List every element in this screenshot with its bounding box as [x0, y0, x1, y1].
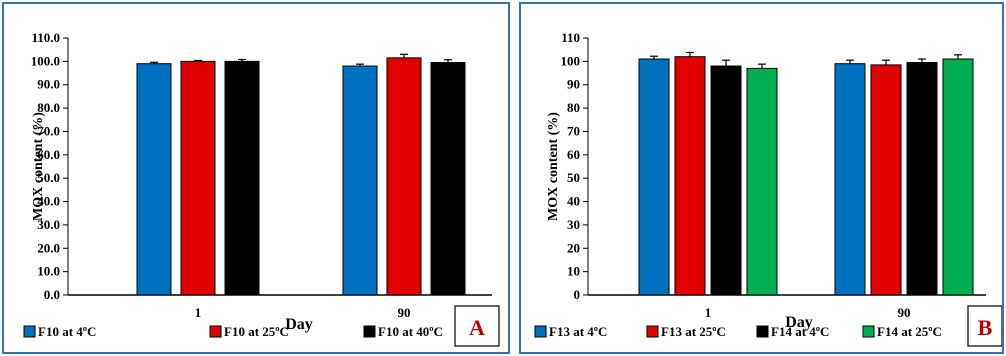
y-tick-label: 80.0 [37, 100, 60, 115]
y-tick-label: 110.0 [31, 30, 60, 45]
x-tick-label: 1 [195, 305, 202, 320]
bar-f10-at-40-c-day-1 [224, 60, 260, 296]
y-tick-label: 70 [567, 123, 580, 138]
bar-f13-at-4-c-day-90 [834, 63, 866, 296]
legend-label: F14 at 4ºC [771, 324, 829, 339]
x-axis-label: Day [785, 314, 813, 331]
y-tick-label: 60 [567, 147, 580, 162]
y-tick-label: 50 [567, 170, 580, 185]
y-axis-label: MOX content (%) [546, 112, 561, 221]
chart-panel-b: 0 10 20 30 40 50 60 70 80 90 100 110 MOX content (%)… [519, 2, 1004, 354]
x-tick-label: 90 [898, 305, 911, 320]
bar-f10-at-25-c-day-1 [180, 60, 216, 296]
y-tick-label: 50.0 [37, 170, 60, 185]
x-axis-label: Day [285, 316, 313, 333]
y-tick-label: 20.0 [37, 240, 60, 255]
y-tick-label: 110 [561, 30, 580, 45]
panel-label-box [454, 305, 500, 347]
y-tick-label: 30 [567, 217, 580, 232]
y-tick-label: 90.0 [37, 77, 60, 92]
y-tick-label: 10.0 [37, 264, 60, 279]
legend-label: F13 at 25ºC [661, 324, 726, 339]
y-tick-label: 0.0 [44, 287, 60, 302]
chart-b-svg: 0 10 20 30 40 50 60 70 80 90 100 110 MOX content (%)… [534, 30, 1002, 347]
y-axis-label: MOX content (%) [31, 112, 46, 221]
y-tick-label: 60.0 [37, 147, 60, 162]
y-tick-label: 100.0 [31, 53, 60, 68]
legend-swatch [363, 325, 376, 338]
legend-label: F14 at 25ºC [877, 324, 942, 339]
bar-f10-at-25-c-day-90 [386, 57, 422, 296]
legend-swatch [23, 325, 36, 338]
legend-label: F10 at 4ºC [38, 324, 96, 339]
legend-label: F10 at 40ºC [378, 324, 443, 339]
x-tick-label: 1 [705, 305, 712, 320]
y-tick-label: 10 [567, 264, 580, 279]
bar-f14-at-4-c-day-1 [710, 65, 742, 296]
panel-label: B [978, 315, 993, 340]
y-tick-label: 90 [567, 77, 580, 92]
legend-label: F13 at 4ºC [549, 324, 607, 339]
y-tick-label: 70.0 [37, 123, 60, 138]
bar-f13-at-25-c-day-90 [870, 64, 902, 296]
bar-f14-at-25-c-day-1 [746, 67, 778, 296]
legend-label: F10 at 25ºC [224, 324, 289, 339]
chart-b-plot: 0 10 20 30 40 50 60 70 80 90 100 110 MOX content (%)… [534, 30, 1002, 347]
panel-label: A [469, 315, 485, 340]
bar-f14-at-4-c-day-90 [906, 62, 938, 296]
bar-f13-at-25-c-day-1 [674, 56, 706, 296]
chart-a-svg: 0.0 10.0 20.0 30.0 40.0 50.0 60.0 70.0 80.0 90.0 1… [23, 30, 500, 347]
y-tick-label: 40 [567, 194, 580, 209]
y-tick-label: 40.0 [37, 194, 60, 209]
panel-label-box [967, 305, 1002, 347]
legend-swatch [209, 325, 222, 338]
legend-swatch [534, 325, 547, 338]
bar-f10-at-4-c-day-90 [342, 65, 378, 296]
chart-a-plot: 0.0 10.0 20.0 30.0 40.0 50.0 60.0 70.0 80.0 90.0 1… [23, 30, 500, 347]
y-tick-label: 30.0 [37, 217, 60, 232]
y-tick-label: 0 [574, 287, 581, 302]
y-tick-label: 100 [561, 53, 581, 68]
x-tick-label: 90 [398, 305, 411, 320]
y-tick-label: 80 [567, 100, 580, 115]
bar-f13-at-4-c-day-1 [638, 58, 670, 296]
chart-panel-a: 0.0 10.0 20.0 30.0 40.0 50.0 60.0 70.0 80.0 90.0 1… [2, 2, 510, 354]
y-tick-label: 20 [567, 240, 580, 255]
bar-f10-at-40-c-day-90 [430, 62, 466, 296]
bar-f14-at-25-c-day-90 [942, 58, 974, 296]
bar-f10-at-4-c-day-1 [136, 63, 172, 296]
legend-swatch [646, 325, 659, 338]
legend-swatch [756, 325, 769, 338]
legend-swatch [862, 325, 875, 338]
